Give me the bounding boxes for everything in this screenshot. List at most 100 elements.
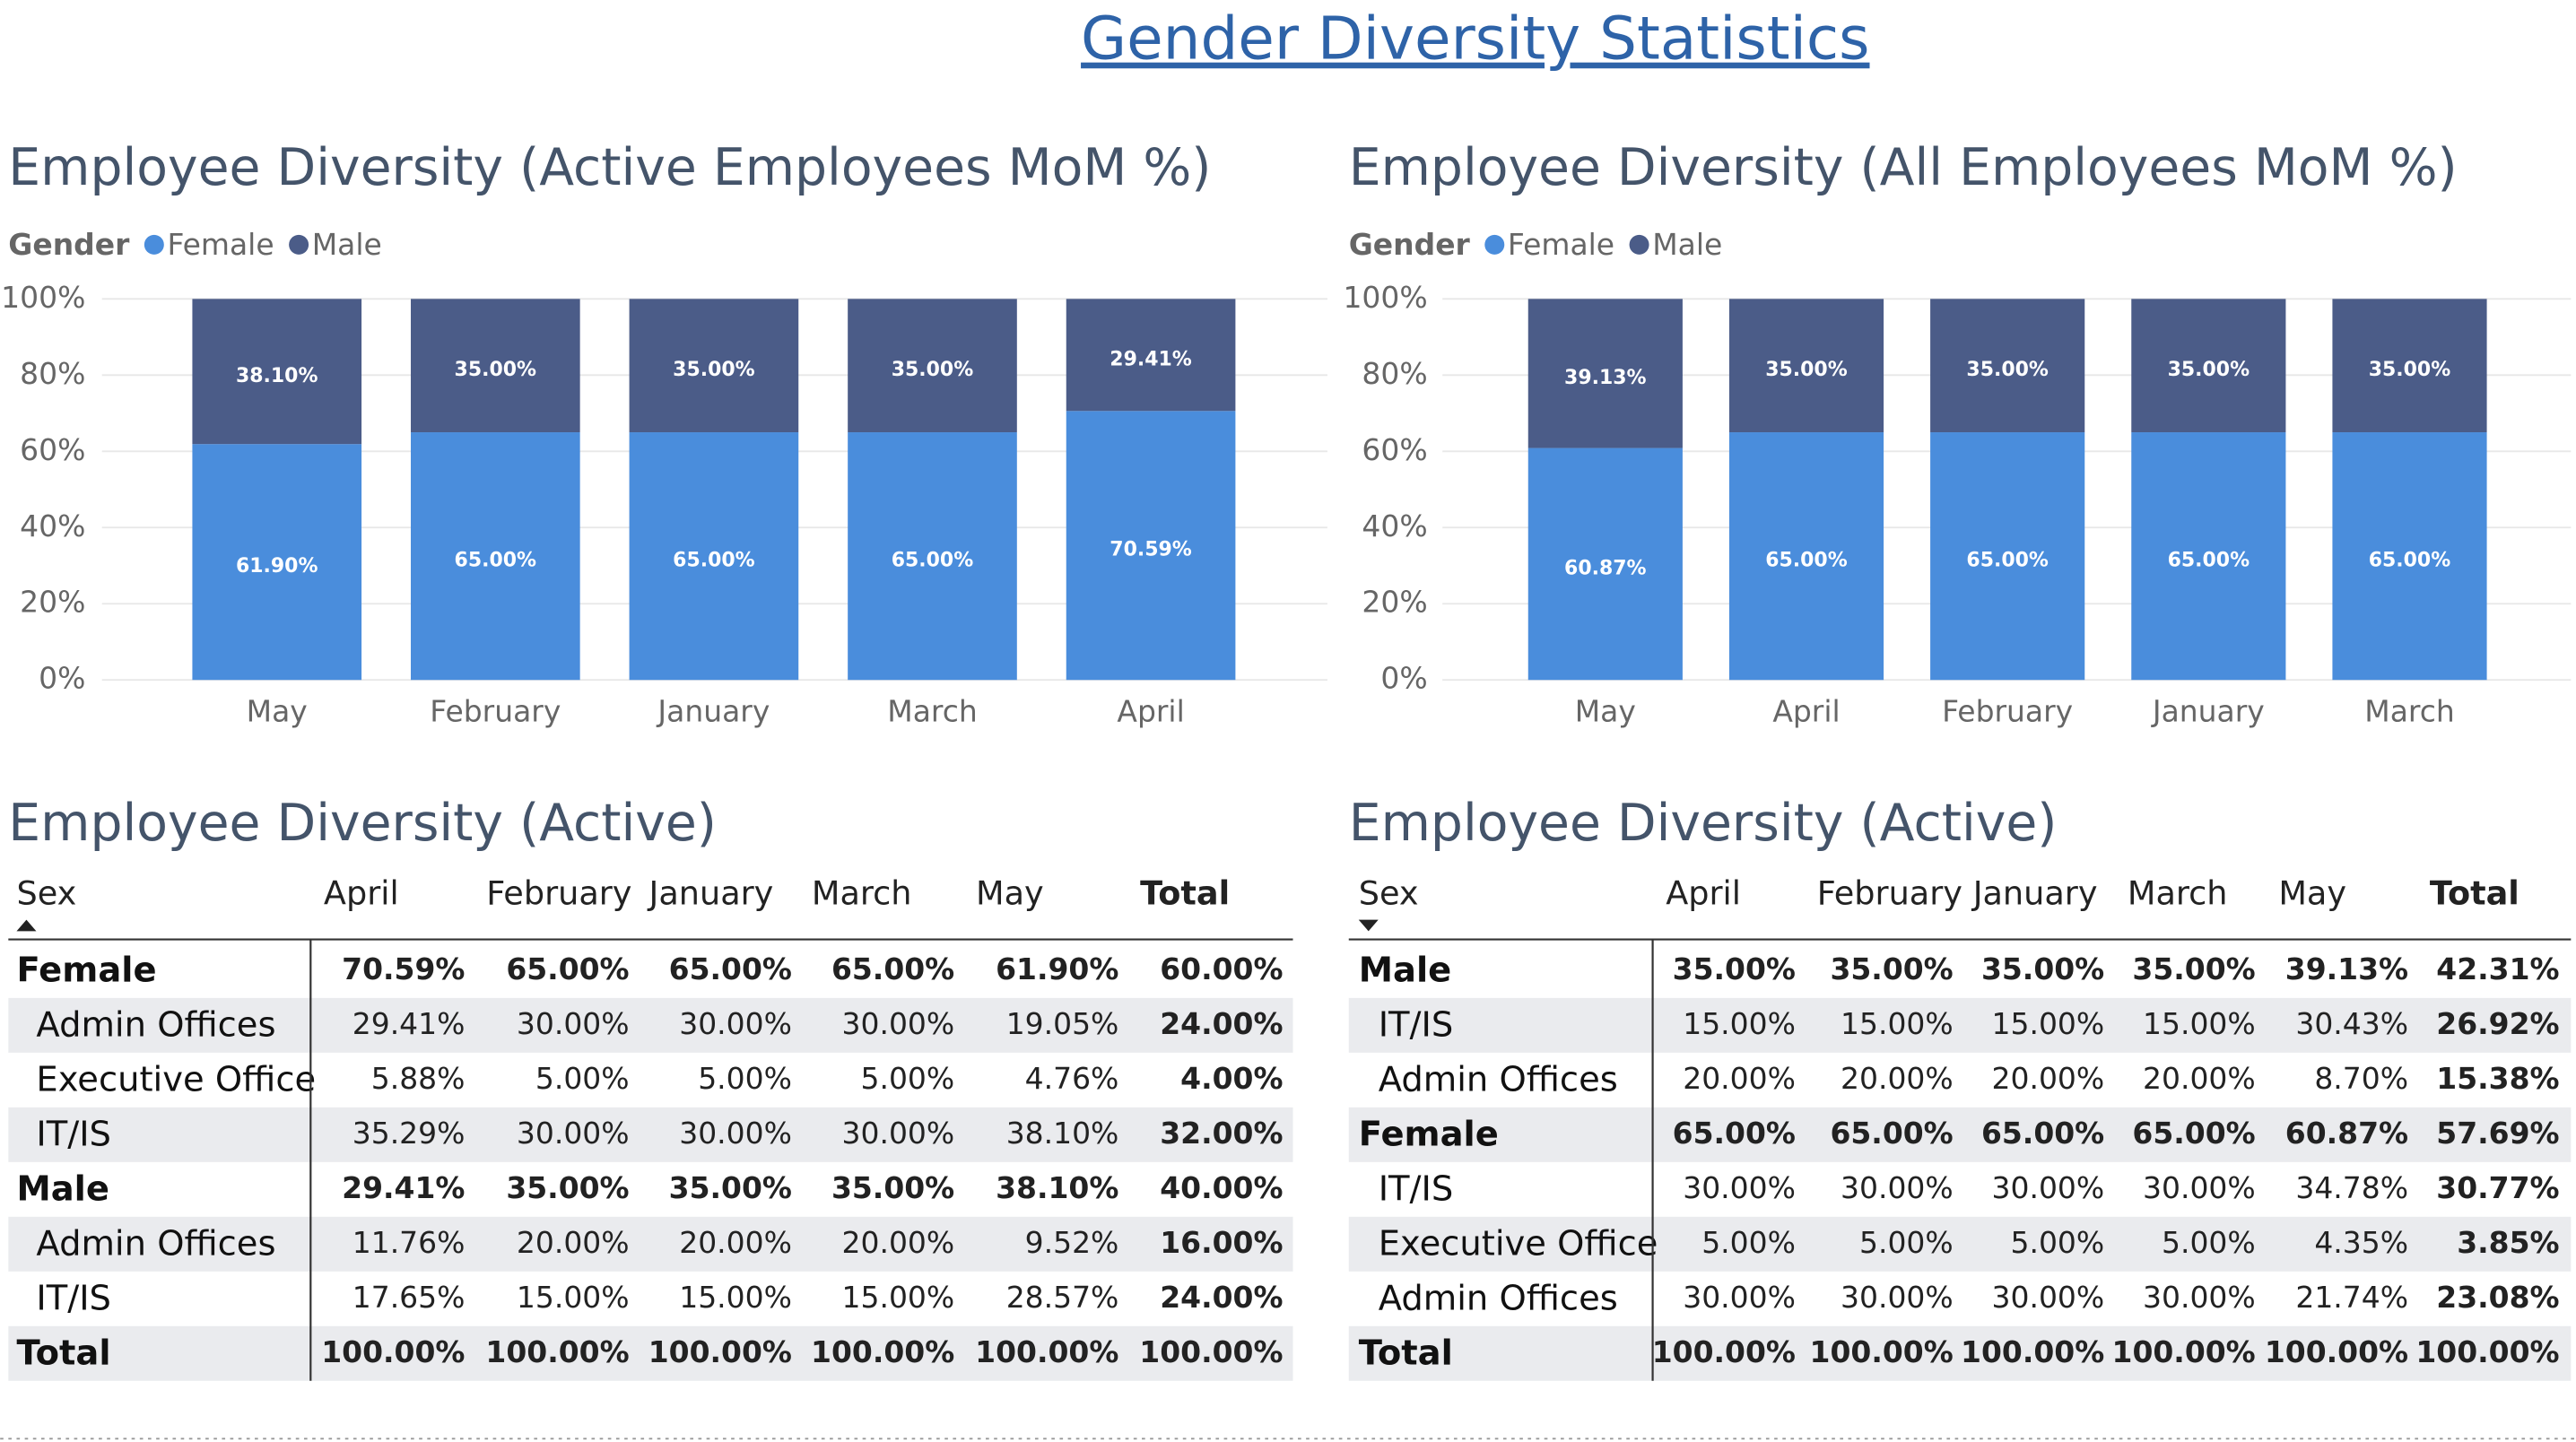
y-tick-label: 40% xyxy=(1362,508,1427,543)
x-tick-label: May xyxy=(1575,693,1636,728)
cell-value: 5.00% xyxy=(2011,1225,2105,1260)
bar-segment xyxy=(192,444,362,681)
cell-value: 30.00% xyxy=(517,1116,630,1151)
data-label: 35.00% xyxy=(1765,359,1848,381)
column-header: May xyxy=(2278,874,2346,913)
column-header: March xyxy=(812,874,912,913)
cell-value: 30.00% xyxy=(1841,1170,1954,1205)
cell-value: 20.00% xyxy=(679,1225,792,1260)
cell-value: 16.00% xyxy=(1160,1225,1283,1260)
sort-indicator xyxy=(1358,919,1379,932)
row-shade xyxy=(1348,1216,2572,1272)
bar-segment xyxy=(1527,447,1683,681)
cell-value: 65.00% xyxy=(1981,1116,2104,1151)
row-label: Admin Offices xyxy=(36,1224,275,1264)
cell-value: 23.08% xyxy=(2436,1280,2559,1315)
column-header: May xyxy=(976,874,1044,913)
cell-value: 100.00% xyxy=(1652,1334,1796,1369)
row-label: Executive Office xyxy=(36,1060,316,1100)
cell-value: 15.00% xyxy=(842,1280,955,1315)
column-header: January xyxy=(648,874,774,913)
x-tick-label: February xyxy=(1942,693,2073,728)
cell-value: 30.00% xyxy=(2143,1280,2256,1315)
legend-label: Male xyxy=(312,227,382,262)
bar-segment xyxy=(2131,299,2286,433)
chart-title: Employee Diversity (Active Employees MoM… xyxy=(8,138,1211,197)
bar-segment xyxy=(629,299,799,433)
legend-title: Gender xyxy=(1349,227,1471,262)
cell-value: 30.00% xyxy=(679,1006,792,1041)
cell-value: 8.70% xyxy=(2314,1061,2408,1096)
cell-value: 57.69% xyxy=(2436,1116,2559,1151)
cell-value: 9.52% xyxy=(1025,1225,1119,1260)
cell-value: 4.00% xyxy=(1180,1061,1283,1096)
x-tick-label: March xyxy=(887,693,977,728)
y-tick-label: 40% xyxy=(20,508,85,543)
data-label: 38.10% xyxy=(236,365,318,387)
cell-value: 65.00% xyxy=(1673,1116,1796,1151)
cell-value: 30.00% xyxy=(1841,1280,1954,1315)
cell-value: 35.29% xyxy=(352,1116,466,1151)
bar-segment xyxy=(1066,299,1236,412)
y-tick-label: 60% xyxy=(1362,432,1427,467)
legend-label: Female xyxy=(1508,227,1614,262)
cell-value: 65.00% xyxy=(1830,1116,1953,1151)
row-shade xyxy=(1348,997,2572,1053)
bar-segment xyxy=(1728,299,1884,433)
bar-segment xyxy=(848,299,1017,433)
data-label: 61.90% xyxy=(236,555,318,578)
x-tick-label: January xyxy=(2151,693,2265,728)
cell-value: 5.00% xyxy=(698,1061,792,1096)
cell-value: 29.41% xyxy=(352,1006,466,1041)
cell-value: 15.00% xyxy=(1683,1006,1796,1041)
data-label: 35.00% xyxy=(2168,359,2250,381)
cell-value: 15.00% xyxy=(2143,1006,2256,1041)
cell-value: 20.00% xyxy=(1683,1061,1796,1096)
cell-value: 35.00% xyxy=(831,1170,954,1205)
data-label: 70.59% xyxy=(1110,539,1192,561)
bar-segment xyxy=(2332,432,2487,681)
row-label: Admin Offices xyxy=(1379,1279,1618,1319)
data-label: 65.00% xyxy=(455,550,537,572)
cell-value: 20.00% xyxy=(517,1225,630,1260)
cell-value: 100.00% xyxy=(2415,1334,2559,1369)
cell-value: 15.00% xyxy=(679,1280,792,1315)
row-label: Total xyxy=(16,1333,110,1374)
cell-value: 60.87% xyxy=(2285,1116,2408,1151)
legend-title: Gender xyxy=(8,227,130,262)
row-label: Male xyxy=(16,1169,109,1210)
cell-value: 38.10% xyxy=(1006,1116,1119,1151)
column-header: February xyxy=(1817,874,1962,913)
cell-value: 100.00% xyxy=(1810,1334,1954,1369)
row-label: Female xyxy=(16,951,156,991)
column-header: January xyxy=(1971,874,2098,913)
y-tick-label: 20% xyxy=(20,585,85,620)
cell-value: 20.00% xyxy=(1992,1061,2105,1096)
y-tick-label: 20% xyxy=(1362,585,1427,620)
bar-segment xyxy=(2332,299,2487,433)
cell-value: 100.00% xyxy=(811,1334,954,1369)
cell-value: 30.00% xyxy=(679,1116,792,1151)
page-title[interactable]: Gender Diversity Statistics xyxy=(1081,4,1869,74)
row-shade xyxy=(8,1325,1293,1381)
bar-segment xyxy=(1527,299,1683,448)
cell-value: 100.00% xyxy=(2265,1334,2408,1369)
cell-value: 65.00% xyxy=(2132,1116,2255,1151)
cell-value: 5.00% xyxy=(1701,1225,1796,1260)
legend-label: Male xyxy=(1652,227,1722,262)
data-label: 60.87% xyxy=(1564,557,1647,579)
data-label: 35.00% xyxy=(455,359,537,381)
cell-value: 30.00% xyxy=(517,1006,630,1041)
row-shade xyxy=(1348,1325,2572,1381)
row-label: IT/IS xyxy=(1379,1169,1454,1210)
x-tick-label: March xyxy=(2364,693,2454,728)
cell-value: 4.76% xyxy=(1025,1061,1119,1096)
bar-segment xyxy=(848,432,1017,681)
cell-value: 32.00% xyxy=(1160,1116,1283,1151)
x-tick-label: April xyxy=(1772,693,1840,728)
sort-indicator xyxy=(16,919,37,932)
cell-value: 65.00% xyxy=(831,951,954,986)
y-tick-label: 0% xyxy=(39,661,85,696)
column-header: Total xyxy=(1140,874,1230,913)
y-tick-label: 100% xyxy=(1,280,85,315)
